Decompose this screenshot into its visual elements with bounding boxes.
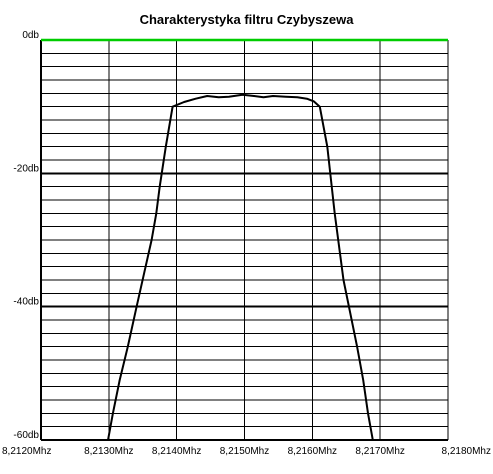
x-tick-label: 8,2150Mhz <box>220 446 269 457</box>
x-tick-label: 8,2140Mhz <box>152 446 201 457</box>
x-tick-label: 8,2160Mhz <box>288 446 337 457</box>
chart-title: Charakterystyka filtru Czybyszewa <box>139 12 354 27</box>
x-tick-label: 8,2130Mhz <box>84 446 133 457</box>
y-tick-label: -60db <box>13 430 39 441</box>
x-tick-label: 8,2180Mhz <box>442 446 491 457</box>
y-tick-label: 0db <box>22 30 39 41</box>
y-tick-label: -40db <box>13 297 39 308</box>
y-tick-label: -20db <box>13 163 39 174</box>
filter-response-curve <box>107 93 374 440</box>
x-tick-label: 8,2120Mhz <box>2 446 51 457</box>
x-tick-label: 8,2170Mhz <box>355 446 404 457</box>
